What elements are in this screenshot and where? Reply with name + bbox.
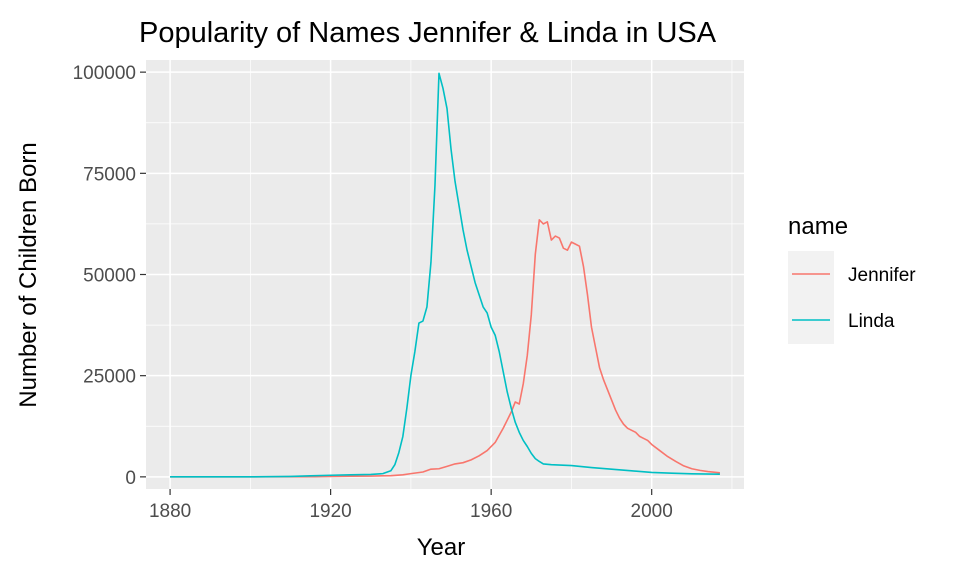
series-line-jennifer [170,219,720,478]
x-tick-label: 1960 [470,501,512,522]
legend: name Jennifer Linda [788,213,916,344]
x-tick-label: 2000 [631,501,673,522]
legend-label-jennifer: Jennifer [848,265,916,286]
chart-title: Popularity of Names Jennifer & Linda in … [139,17,717,49]
y-tick-label: 25000 [83,367,136,388]
y-tick-label: 75000 [83,164,136,185]
x-tick-label: 1880 [149,501,191,522]
legend-key-background [788,251,834,344]
axes [140,71,653,495]
y-tick-label: 0 [125,468,136,489]
series-line-linda [170,72,720,478]
major-gridlines [146,60,744,489]
y-tick-label: 100000 [73,63,136,84]
legend-items: Jennifer Linda [792,265,916,332]
x-tick-label: 1920 [309,501,351,522]
legend-label-linda: Linda [848,311,895,332]
series-layer [170,72,720,478]
x-axis-title: Year [417,534,466,561]
tick-labels: 1880 1920 1960 2000 0 25000 50000 75000 100000 [73,63,673,522]
y-axis-title: Number of Children Born [15,142,42,407]
legend-title: name [788,213,848,240]
y-tick-label: 50000 [83,266,136,287]
